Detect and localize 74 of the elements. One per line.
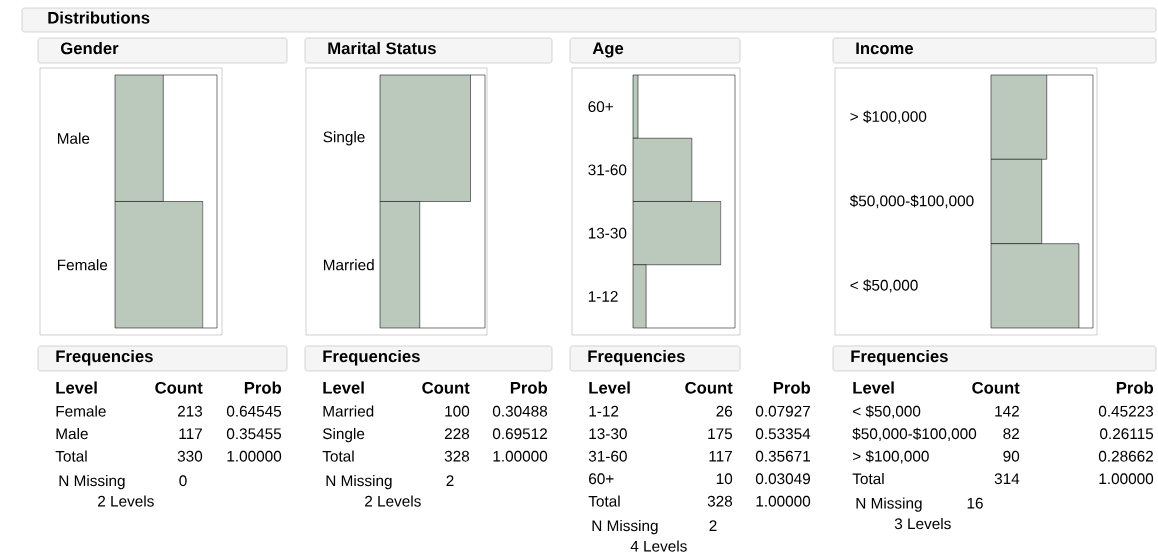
text: 0.35671 <box>755 450 810 462</box>
y-tick-label: 1-12 <box>588 291 618 302</box>
text: 0.28662 <box>1098 450 1153 462</box>
text: Count <box>685 381 733 394</box>
text: N Missing <box>326 474 392 490</box>
text: 82 <box>1003 428 1019 440</box>
text: Total <box>322 450 354 462</box>
text: 330 <box>177 450 203 462</box>
y-tick-label: 60+ <box>588 101 613 113</box>
text: 117 <box>179 428 202 440</box>
text: 228 <box>444 428 470 440</box>
text: 10 <box>716 473 733 485</box>
text: 1.00000 <box>227 450 282 462</box>
text: Count <box>972 381 1020 394</box>
text: 100 <box>445 405 470 417</box>
text: 328 <box>444 450 470 462</box>
chart-title: Marital Status <box>328 41 436 55</box>
text: Prob <box>510 381 548 394</box>
text: Prob <box>244 381 282 394</box>
y-tick-label: 31-60 <box>588 164 627 176</box>
text: Frequencies <box>588 349 685 366</box>
text: Count <box>155 381 203 394</box>
text: 26 <box>716 405 733 417</box>
text: 175 <box>708 428 733 440</box>
text: 2 <box>446 475 454 487</box>
chart-title: Age <box>592 42 624 58</box>
text: 3 Levels <box>894 517 951 530</box>
text: Total <box>55 450 87 462</box>
text: N Missing <box>592 519 658 535</box>
y-tick-label: < $50,000 <box>850 279 918 293</box>
text: Prob <box>773 381 811 394</box>
text: Total <box>588 495 620 507</box>
text: Frequencies <box>56 349 153 366</box>
text: Level <box>853 381 894 394</box>
text: 0.45223 <box>1098 405 1154 417</box>
text: 0.64545 <box>226 405 282 417</box>
text: Level <box>589 381 630 394</box>
text: N Missing <box>856 497 922 512</box>
y-tick-label: > $100,000 <box>850 110 927 124</box>
text: N Missing <box>59 474 125 490</box>
text: Frequencies <box>323 349 420 366</box>
chart-title: Income <box>856 42 914 55</box>
text: Level <box>56 381 97 394</box>
text: 4 Levels <box>630 540 687 552</box>
text: Count <box>422 381 470 394</box>
text: Frequencies <box>851 349 948 366</box>
text: 0 <box>179 475 187 487</box>
text: 2 Levels <box>365 495 421 507</box>
text: 1.00000 <box>493 450 548 462</box>
text: 0.03049 <box>755 473 810 485</box>
text: Distributions <box>48 11 150 24</box>
text: 328 <box>707 495 733 507</box>
text: 2 <box>709 520 717 532</box>
text: 0.30488 <box>492 405 548 417</box>
text: 0.35455 <box>226 428 282 440</box>
text: 2 Levels <box>98 495 154 507</box>
text: 16 <box>967 497 983 509</box>
text: 1.00000 <box>1099 473 1154 485</box>
text: 0.69512 <box>492 428 547 440</box>
text: 0.26115 <box>1100 428 1154 440</box>
text: 117 <box>709 450 732 462</box>
text: 142 <box>995 405 1019 417</box>
text: Prob <box>1116 381 1154 394</box>
text: 90 <box>1003 450 1020 462</box>
text: Level <box>323 381 364 394</box>
text: 1.00000 <box>756 495 811 507</box>
chart-title: Gender <box>60 41 119 55</box>
text: 213 <box>177 405 203 417</box>
text: 314 <box>994 473 1020 485</box>
text: 0.53354 <box>755 428 811 440</box>
text: Total <box>852 472 884 485</box>
y-tick-label: $50,000-$100,000 <box>849 194 974 209</box>
text: 0.07927 <box>755 405 810 417</box>
y-tick-label: 13-30 <box>588 227 627 239</box>
